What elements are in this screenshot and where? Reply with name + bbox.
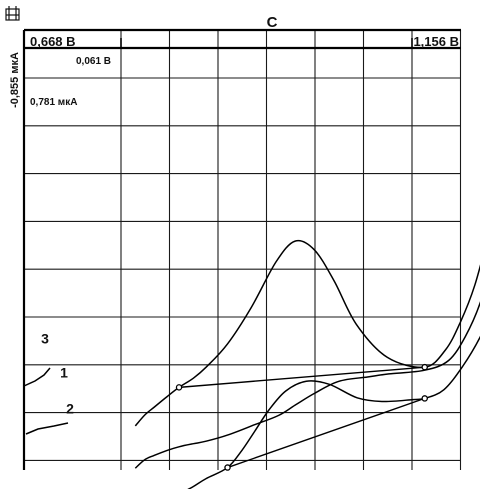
y-top-label: -0,855 мкА bbox=[9, 52, 21, 108]
baseline-1 bbox=[227, 397, 425, 469]
corner-icon bbox=[5, 6, 20, 21]
series-label-2: 2 bbox=[66, 401, 74, 417]
baseline-marker-0-1 bbox=[421, 363, 428, 371]
x-end-label: 1,156 В bbox=[413, 34, 459, 49]
axes bbox=[22, 28, 461, 470]
series-line-2 bbox=[187, 335, 480, 489]
baseline-0 bbox=[178, 366, 425, 389]
baseline-markers bbox=[175, 363, 428, 471]
y-step-label: 0,781 мкА bbox=[30, 97, 77, 108]
baseline-marker-0-0 bbox=[175, 384, 183, 391]
chart-title: C bbox=[267, 14, 278, 31]
x-start-label: 0,668 В bbox=[30, 34, 76, 49]
series-line-3 bbox=[134, 239, 480, 427]
series-line-1 bbox=[134, 301, 480, 469]
series-lines bbox=[23, 239, 480, 489]
baselines bbox=[178, 366, 425, 469]
baseline-marker-1-0 bbox=[224, 464, 231, 471]
baseline-marker-1-1 bbox=[421, 395, 428, 402]
x-step-label: 0,061 В bbox=[76, 56, 111, 67]
left-stub-1 bbox=[25, 422, 69, 435]
left-stub-0 bbox=[23, 367, 51, 387]
series-label-3: 3 bbox=[41, 331, 49, 347]
grid bbox=[24, 30, 462, 470]
series-label-1: 1 bbox=[60, 365, 68, 381]
labels: C 0,668 В 1,156 В 0,061 В 0,781 мкА -0,8… bbox=[5, 6, 459, 417]
